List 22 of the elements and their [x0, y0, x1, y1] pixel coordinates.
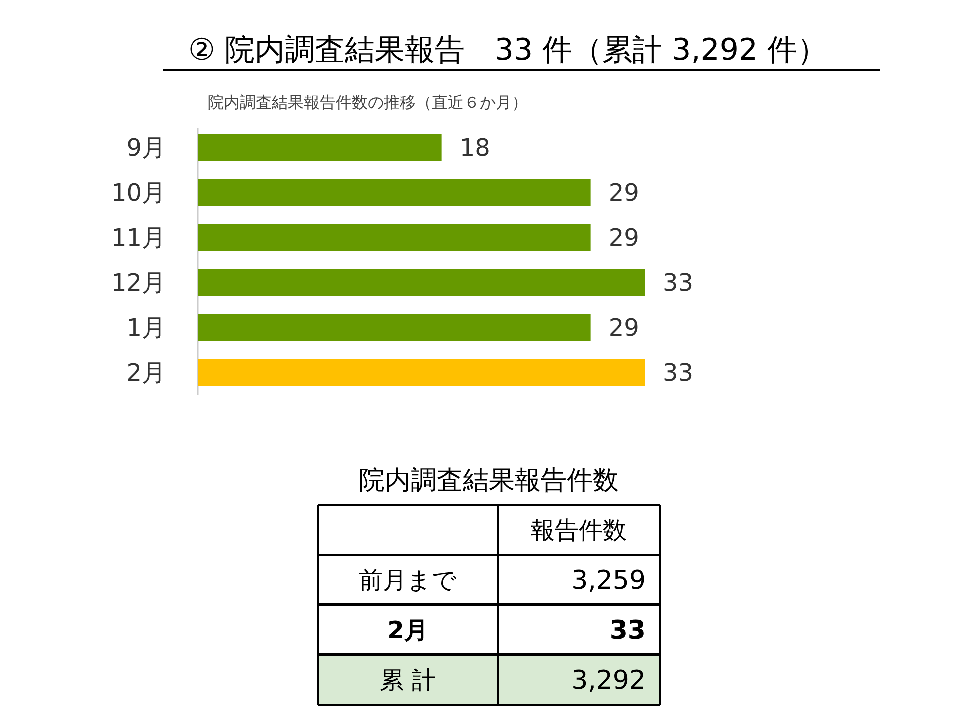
y-tick-label: 11月 — [111, 224, 166, 252]
data-label: 29 — [608, 178, 640, 207]
text: 3,292 — [572, 666, 646, 696]
data-label: 33 — [663, 358, 694, 387]
chart-title: ② 院内調査結果報告 33 件（累計 3,292 件） — [188, 33, 828, 68]
text: 前月まで — [359, 566, 457, 594]
y-tick-label: 12月 — [111, 268, 166, 297]
y-tick-label: 1月 — [126, 314, 166, 342]
text: 33 — [610, 616, 646, 646]
chart-subtitle: 院内調査結果報告件数の推移（直近６か月） — [208, 93, 528, 112]
y-tick-label: 10月 — [111, 178, 166, 207]
text: 報告件数 — [531, 516, 627, 544]
y-tick-label: 2月 — [126, 358, 166, 387]
data-label: 29 — [608, 224, 640, 252]
text: 累 計 — [380, 666, 436, 694]
data-label: 18 — [460, 134, 490, 162]
data-label: 33 — [663, 268, 694, 297]
text: 2月 — [388, 616, 428, 644]
y-tick-label: 9月 — [126, 134, 166, 162]
text: 3,259 — [572, 566, 646, 596]
data-label: 29 — [608, 314, 640, 342]
text: 院内調査結果報告件数 — [359, 466, 619, 496]
